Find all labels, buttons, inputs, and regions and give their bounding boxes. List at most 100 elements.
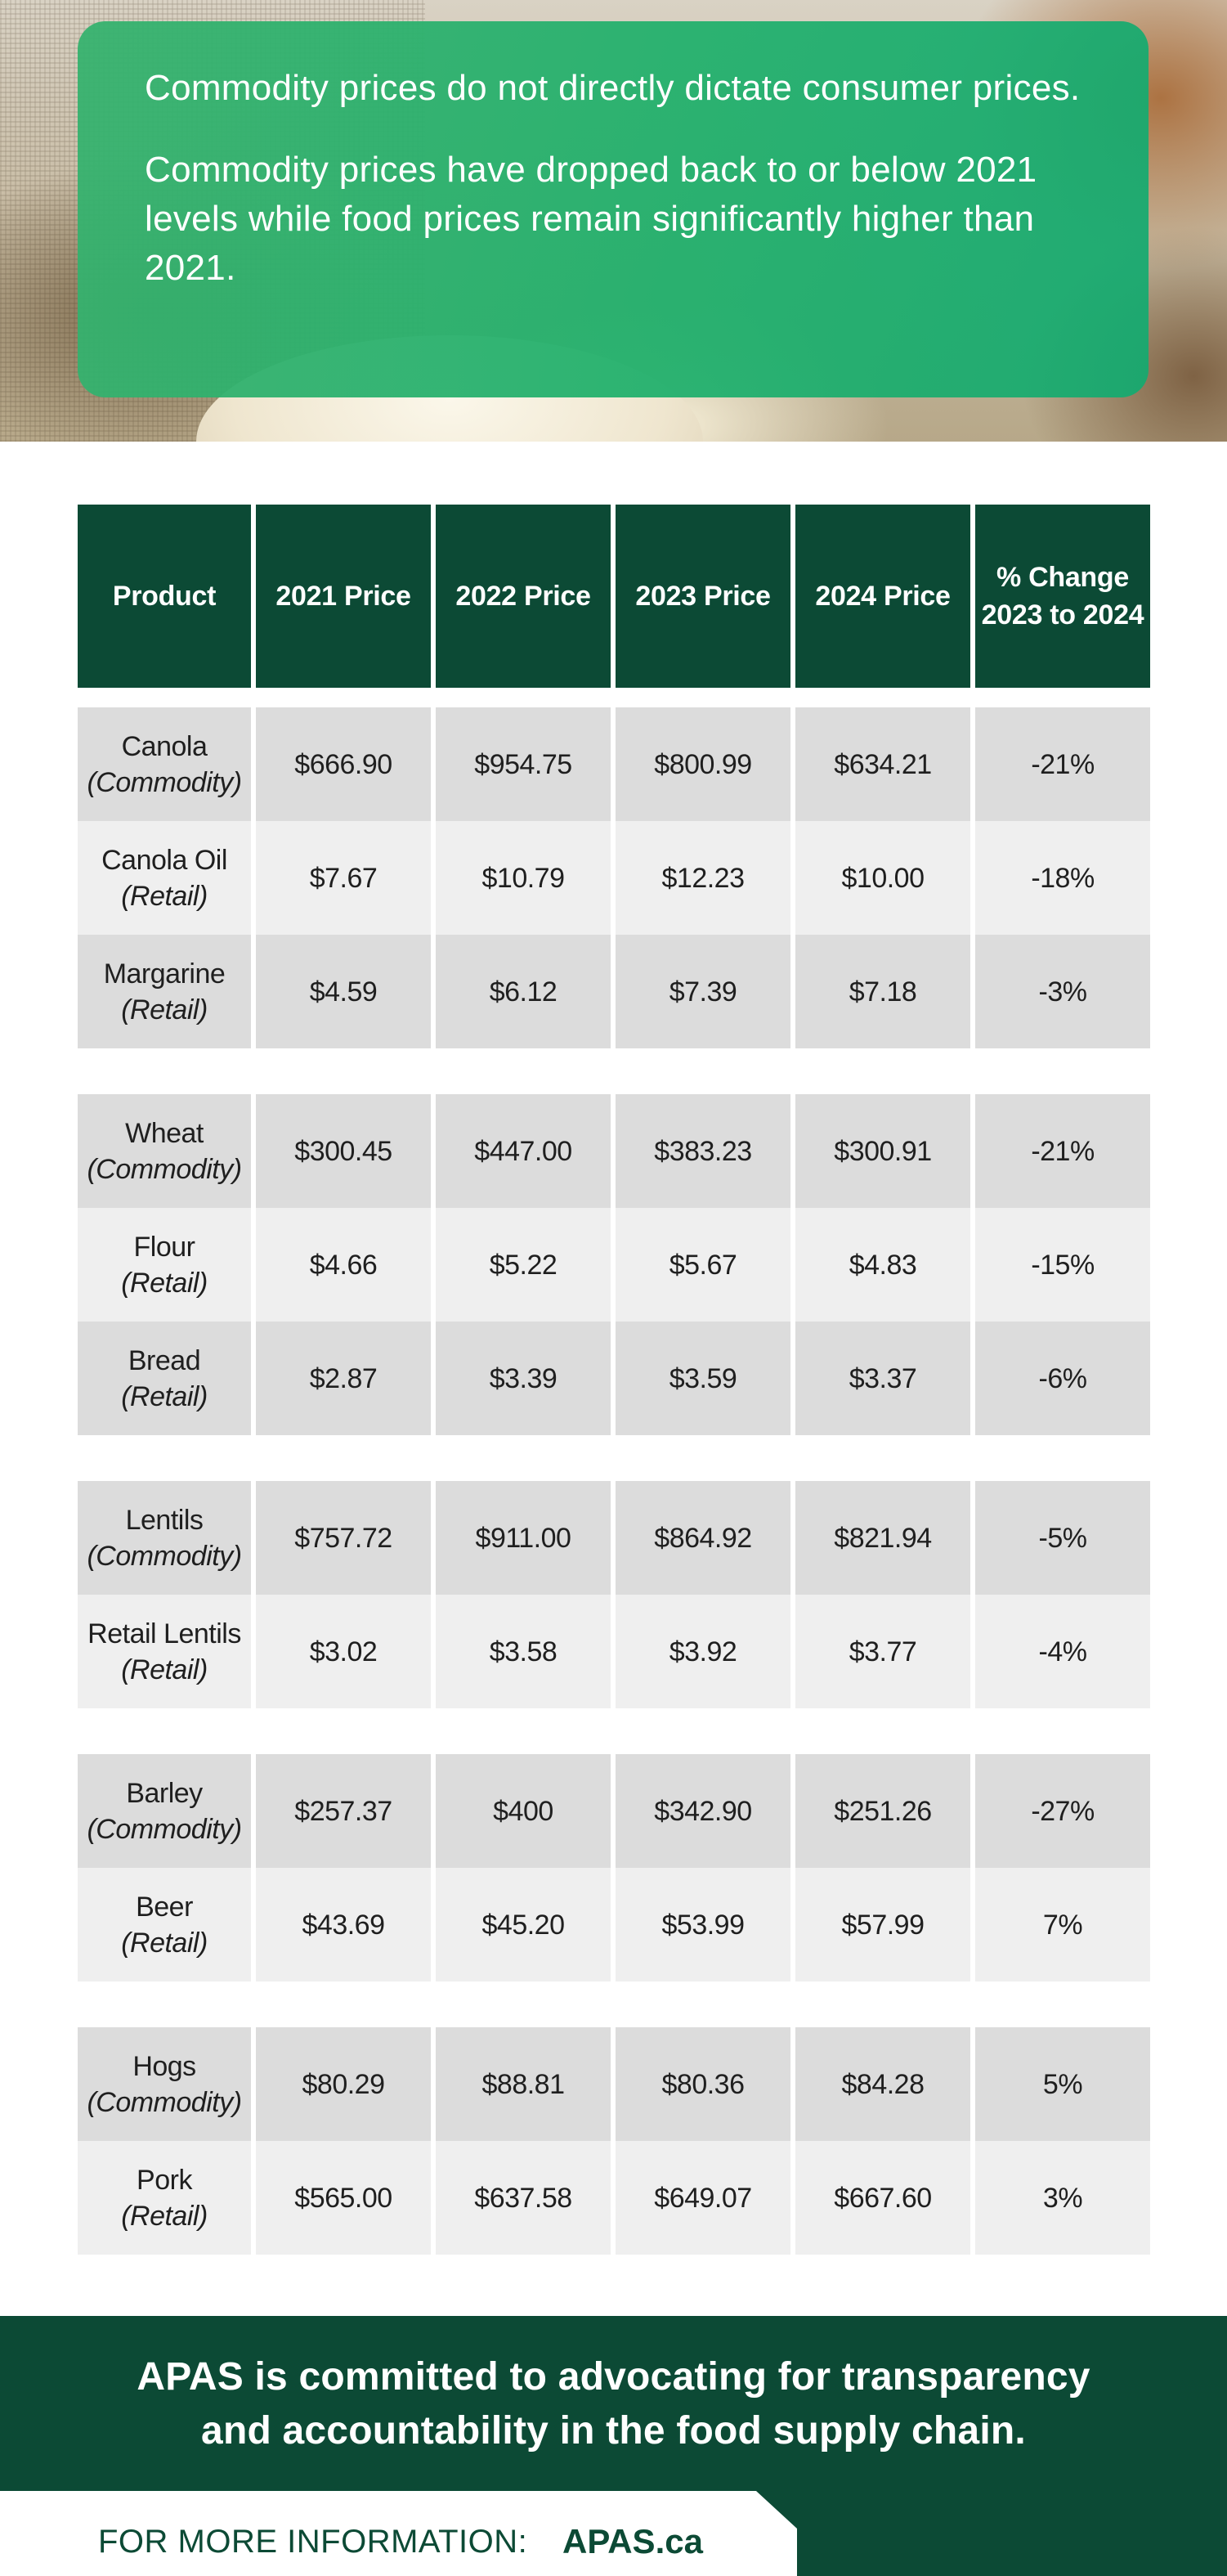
price-2023-cell: $3.59 — [616, 1322, 790, 1435]
price-2022-cell: $400 — [436, 1754, 611, 1868]
price-2024-cell: $667.60 — [795, 2141, 970, 2255]
table-row: Barley (Commodity) $257.37 $400 $342.90 $… — [78, 1754, 1150, 1868]
price-2024-cell: $3.77 — [795, 1595, 970, 1708]
product-name: Margarine — [103, 958, 226, 990]
product-name: Canola — [121, 730, 208, 762]
product-type: (Retail) — [121, 880, 208, 912]
price-comparison-table: Product 2021 Price 2022 Price 2023 Price… — [73, 505, 1155, 2255]
product-name: Hogs — [132, 2050, 196, 2082]
table-row: Lentils (Commodity) $757.72 $911.00 $864.… — [78, 1481, 1150, 1595]
product-cell: Bread (Retail) — [78, 1322, 251, 1435]
table-row: Retail Lentils (Retail) $3.02 $3.58 $3.92… — [78, 1595, 1150, 1708]
price-2023-cell: $7.39 — [616, 935, 790, 1048]
product-cell: Canola (Commodity) — [78, 707, 251, 821]
product-cell: Margarine (Retail) — [78, 935, 251, 1048]
table-row: Beer (Retail) $43.69 $45.20 $53.99 $57.99… — [78, 1868, 1150, 1981]
price-2024-cell: $300.91 — [795, 1094, 970, 1208]
product-name: Bread — [128, 1344, 201, 1376]
header-2022-price: 2022 Price — [436, 505, 611, 688]
percent-change-cell: -6% — [975, 1322, 1150, 1435]
hero-banner: Commodity prices do not directly dictate… — [0, 0, 1227, 442]
product-name: Pork — [137, 2164, 192, 2196]
table-body: Canola (Commodity) $666.90 $954.75 $800.9… — [78, 688, 1150, 2255]
price-2024-cell: $3.37 — [795, 1322, 970, 1435]
product-name: Retail Lentils — [87, 1618, 241, 1649]
table-row: Canola Oil (Retail) $7.67 $10.79 $12.23 $… — [78, 821, 1150, 935]
price-2021-cell: $4.59 — [256, 935, 431, 1048]
price-2021-cell: $2.87 — [256, 1322, 431, 1435]
product-name: Barley — [126, 1777, 203, 1809]
price-2022-cell: $6.12 — [436, 935, 611, 1048]
header-2023-price: 2023 Price — [616, 505, 790, 688]
percent-change-cell: 3% — [975, 2141, 1150, 2255]
price-2021-cell: $565.00 — [256, 2141, 431, 2255]
price-2022-cell: $10.79 — [436, 821, 611, 935]
price-2024-cell: $821.94 — [795, 1481, 970, 1595]
footer-message-line-1: APAS is committed to advocating for tran… — [137, 2355, 1090, 2399]
percent-change-cell: -21% — [975, 707, 1150, 821]
product-type: (Commodity) — [87, 1153, 242, 1185]
price-2024-cell: $634.21 — [795, 707, 970, 821]
price-2024-cell: $57.99 — [795, 1868, 970, 1981]
price-2021-cell: $300.45 — [256, 1094, 431, 1208]
price-2021-cell: $757.72 — [256, 1481, 431, 1595]
product-cell: Retail Lentils (Retail) — [78, 1595, 251, 1708]
percent-change-cell: -18% — [975, 821, 1150, 935]
product-type: (Retail) — [121, 994, 208, 1025]
percent-change-cell: -15% — [975, 1208, 1150, 1322]
price-2024-cell: $7.18 — [795, 935, 970, 1048]
product-name: Flour — [133, 1231, 195, 1263]
percent-change-cell: 5% — [975, 2027, 1150, 2141]
product-type: (Commodity) — [87, 766, 242, 798]
table-row: Hogs (Commodity) $80.29 $88.81 $80.36 $84… — [78, 2027, 1150, 2141]
price-2021-cell: $43.69 — [256, 1868, 431, 1981]
header-percent-change: % Change 2023 to 2024 — [975, 505, 1150, 688]
price-2021-cell: $3.02 — [256, 1595, 431, 1708]
product-name: Wheat — [125, 1117, 204, 1149]
price-2024-cell: $251.26 — [795, 1754, 970, 1868]
footer-message-line-2: and accountability in the food supply ch… — [201, 2409, 1026, 2453]
price-2021-cell: $80.29 — [256, 2027, 431, 2141]
product-type: (Retail) — [121, 1380, 208, 1412]
product-cell: Hogs (Commodity) — [78, 2027, 251, 2141]
price-2024-cell: $4.83 — [795, 1208, 970, 1322]
percent-change-cell: -4% — [975, 1595, 1150, 1708]
price-2024-cell: $84.28 — [795, 2027, 970, 2141]
product-type: (Commodity) — [87, 2086, 242, 2118]
price-2023-cell: $649.07 — [616, 2141, 790, 2255]
product-type: (Commodity) — [87, 1813, 242, 1845]
header-product: Product — [78, 505, 251, 688]
price-2021-cell: $7.67 — [256, 821, 431, 935]
product-cell: Flour (Retail) — [78, 1208, 251, 1322]
product-name: Lentils — [125, 1504, 204, 1536]
table-row: Canola (Commodity) $666.90 $954.75 $800.9… — [78, 707, 1150, 821]
product-cell: Lentils (Commodity) — [78, 1481, 251, 1595]
product-cell: Pork (Retail) — [78, 2141, 251, 2255]
price-2023-cell: $5.67 — [616, 1208, 790, 1322]
price-2022-cell: $637.58 — [436, 2141, 611, 2255]
apas-website-link[interactable]: APAS.ca — [562, 2522, 703, 2560]
price-2021-cell: $666.90 — [256, 707, 431, 821]
percent-change-cell: -21% — [975, 1094, 1150, 1208]
price-2023-cell: $3.92 — [616, 1595, 790, 1708]
price-2024-cell: $10.00 — [795, 821, 970, 935]
price-2021-cell: $257.37 — [256, 1754, 431, 1868]
header-2021-price: 2021 Price — [256, 505, 431, 688]
table-row: Wheat (Commodity) $300.45 $447.00 $383.23… — [78, 1094, 1150, 1208]
product-name: Beer — [136, 1891, 193, 1923]
price-2023-cell: $864.92 — [616, 1481, 790, 1595]
price-2023-cell: $800.99 — [616, 707, 790, 821]
product-cell: Barley (Commodity) — [78, 1754, 251, 1868]
table-row: Bread (Retail) $2.87 $3.39 $3.59 $3.37 -6… — [78, 1322, 1150, 1435]
percent-change-cell: 7% — [975, 1868, 1150, 1981]
product-type: (Retail) — [121, 1927, 208, 1959]
price-2022-cell: $3.39 — [436, 1322, 611, 1435]
table-header-row: Product 2021 Price 2022 Price 2023 Price… — [78, 505, 1150, 688]
price-2023-cell: $342.90 — [616, 1754, 790, 1868]
product-cell: Canola Oil (Retail) — [78, 821, 251, 935]
product-type: (Retail) — [121, 2200, 208, 2232]
percent-change-cell: -27% — [975, 1754, 1150, 1868]
price-2022-cell: $3.58 — [436, 1595, 611, 1708]
price-2023-cell: $53.99 — [616, 1868, 790, 1981]
product-cell: Beer (Retail) — [78, 1868, 251, 1981]
